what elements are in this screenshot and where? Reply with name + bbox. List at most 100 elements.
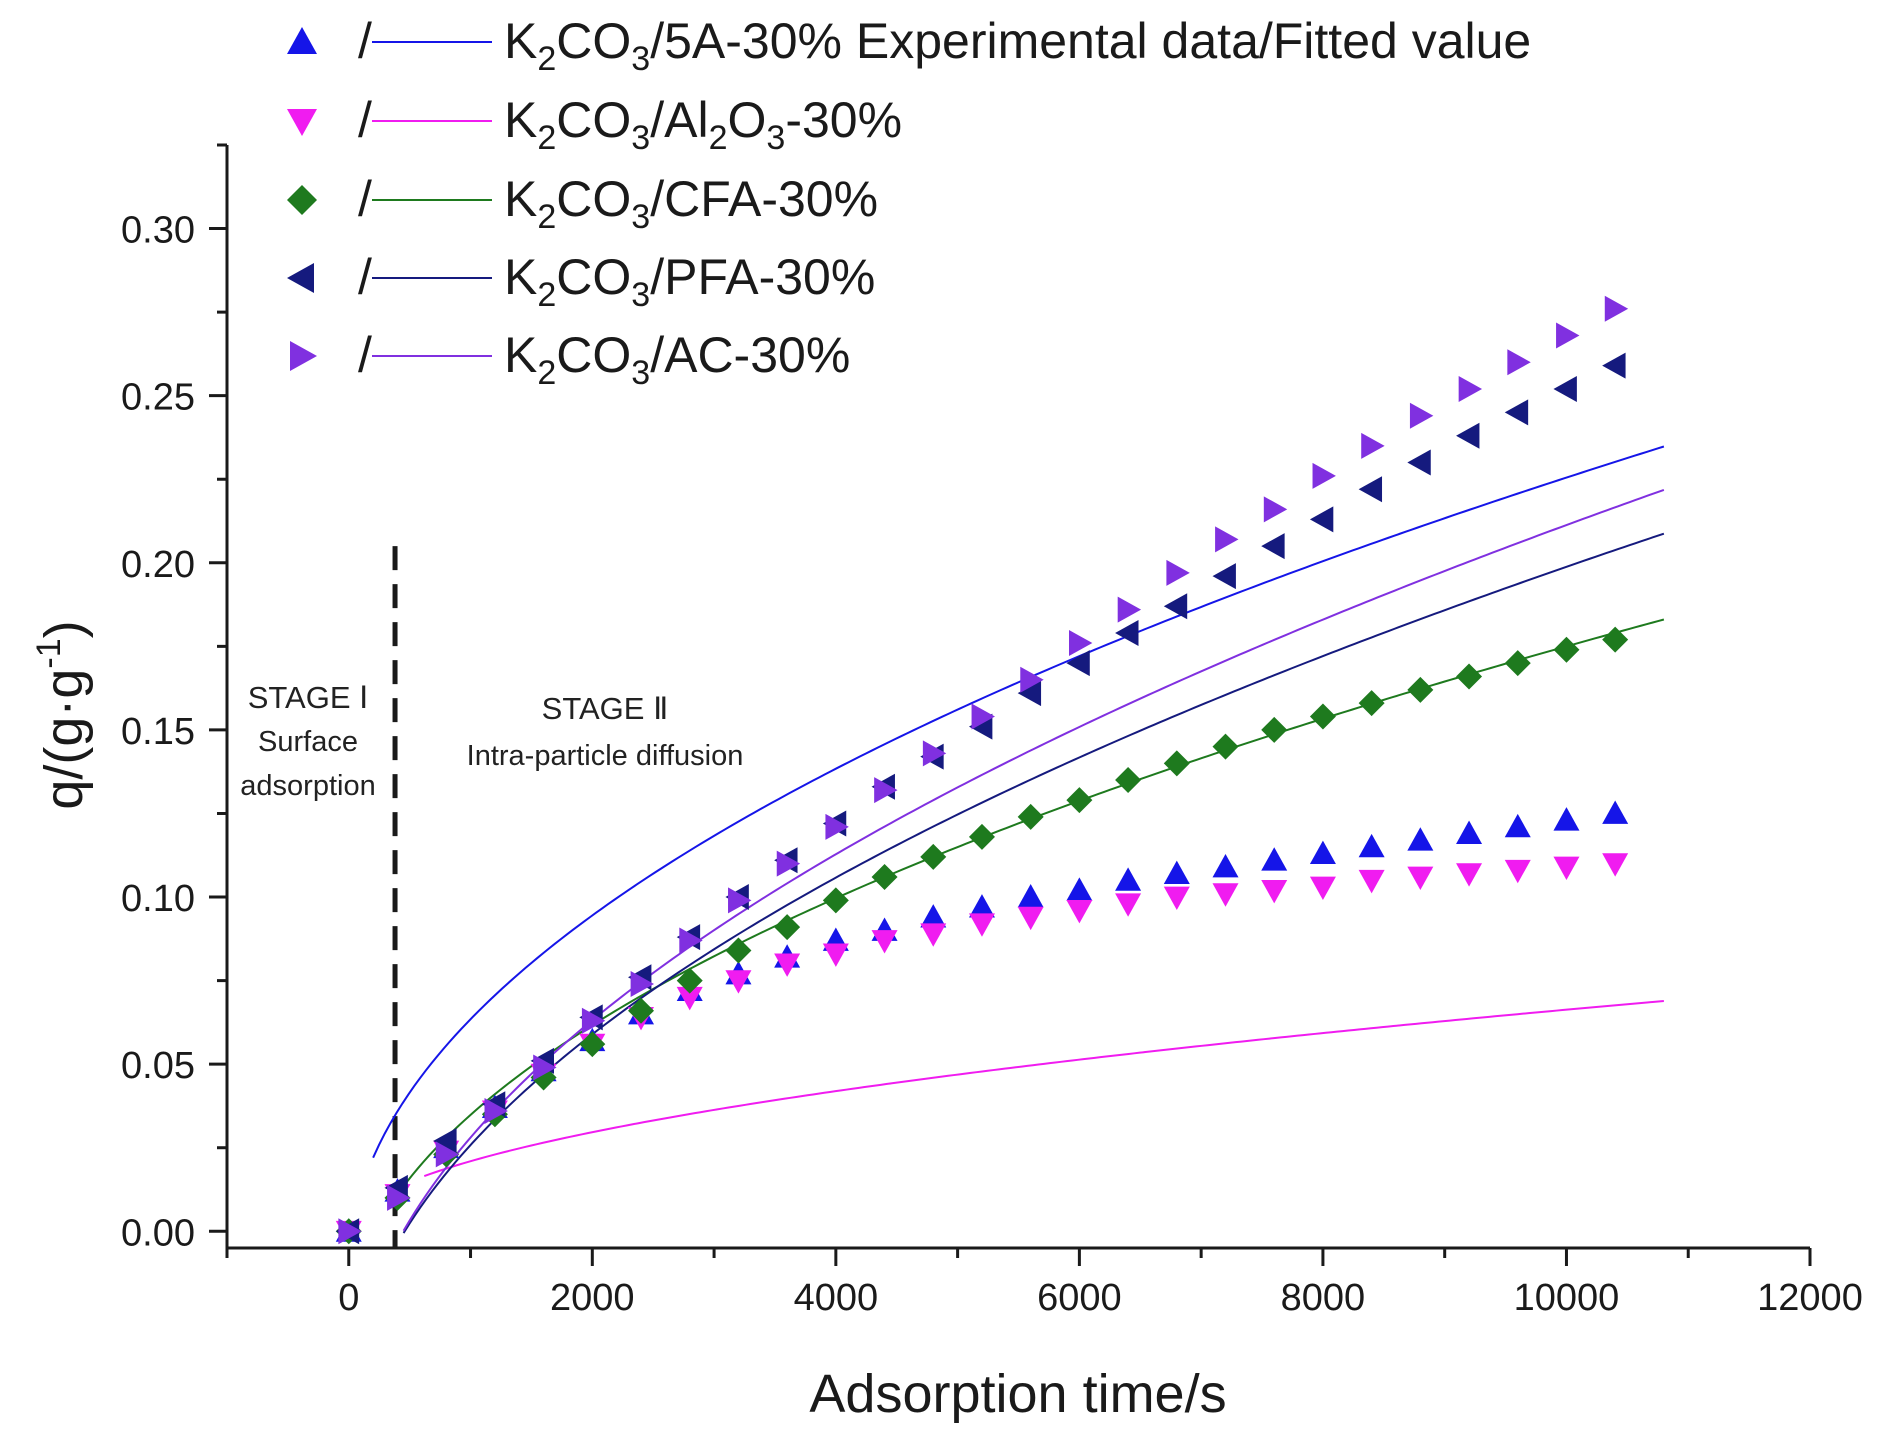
- legend-label-5a: K2CO3/5A-30% Experimental data/Fitted va…: [504, 13, 1531, 78]
- data-point-0-19: [1261, 847, 1288, 871]
- y-tick-label: 0.30: [121, 210, 195, 252]
- data-point-2-8: [725, 937, 752, 964]
- data-point-2-13: [968, 823, 995, 850]
- y-tick-label: 0.20: [121, 544, 195, 586]
- data-point-4-26: [1604, 295, 1629, 322]
- legend-separator-al2o3: /: [358, 92, 372, 148]
- data-point-4-20: [1312, 462, 1336, 489]
- y-tick-label: 0.05: [121, 1045, 195, 1087]
- data-point-3-26: [1602, 352, 1626, 379]
- data-point-0-14: [1017, 884, 1044, 908]
- data-point-2-17: [1163, 750, 1190, 777]
- y-tick-label: 0.25: [121, 377, 195, 419]
- stage2-title: STAGE Ⅱ: [542, 691, 669, 726]
- y-tick-label: 0.00: [121, 1212, 195, 1254]
- fit-curve-3: [402, 532, 1665, 1234]
- data-point-2-24: [1504, 650, 1531, 677]
- x-tick-label: 6000: [1037, 1277, 1122, 1319]
- data-point-4-7: [679, 927, 703, 954]
- data-point-0-26: [1602, 800, 1629, 824]
- x-tick-label: 4000: [794, 1277, 879, 1319]
- data-point-3-21: [1358, 476, 1383, 503]
- legend-label-cfa: K2CO3/CFA-30%: [504, 171, 878, 236]
- data-point-0-23: [1456, 820, 1483, 844]
- legend-marker-shape: [287, 27, 317, 54]
- x-axis-title: Adsorption time/s: [809, 1364, 1226, 1424]
- fit-curve-1: [423, 999, 1664, 1178]
- data-point-1-14: [1017, 906, 1044, 931]
- data-point-4-22: [1409, 402, 1434, 429]
- data-point-1-17: [1163, 886, 1190, 911]
- data-point-2-6: [628, 997, 655, 1024]
- data-point-4-9: [776, 850, 801, 877]
- data-point-4-6: [630, 970, 655, 997]
- data-point-3-24: [1504, 399, 1529, 426]
- data-point-1-23: [1456, 863, 1483, 887]
- data-point-1-7: [676, 986, 703, 1011]
- data-point-1-21: [1358, 869, 1385, 894]
- data-point-3-17: [1163, 593, 1188, 620]
- stage1-line2: adsorption: [240, 770, 375, 802]
- y-tick-label: 0.15: [121, 711, 195, 753]
- legend-marker-5a: [287, 27, 317, 54]
- legend-marker-shape: [290, 341, 317, 371]
- data-point-4-15: [1068, 630, 1093, 657]
- x-tick-label: 8000: [1281, 1277, 1366, 1319]
- fit-curve-4: [402, 488, 1665, 1232]
- data-point-1-13: [968, 913, 995, 937]
- data-point-2-23: [1456, 663, 1483, 690]
- data-point-2-10: [822, 887, 849, 914]
- data-point-2-20: [1309, 703, 1336, 730]
- x-tick-label: 10000: [1514, 1277, 1620, 1319]
- data-point-1-9: [774, 953, 801, 977]
- data-point-2-18: [1212, 733, 1239, 760]
- stage1-annotation: STAGE Ⅰ Surface adsorption: [240, 680, 375, 802]
- data-point-0-18: [1212, 853, 1239, 878]
- data-point-2-5: [579, 1031, 606, 1058]
- data-point-0-16: [1115, 867, 1142, 891]
- data-point-3-14: [1017, 680, 1042, 707]
- data-point-4-21: [1361, 432, 1385, 459]
- legend-marker-cfa: [287, 185, 317, 215]
- data-point-1-25: [1553, 856, 1580, 880]
- legend-label-ac: K2CO3/AC-30%: [504, 327, 850, 392]
- data-point-4-2: [435, 1141, 460, 1168]
- data-point-0-22: [1407, 827, 1434, 851]
- data-point-0-21: [1358, 833, 1385, 858]
- data-point-2-12: [920, 843, 947, 870]
- legend-entry-5a: / K2CO3/5A-30% Experimental data/Fitted …: [287, 13, 1531, 78]
- data-point-2-21: [1358, 690, 1385, 717]
- data-point-2-15: [1066, 787, 1093, 814]
- data-point-2-16: [1115, 767, 1142, 794]
- data-point-1-8: [725, 970, 752, 994]
- data-point-0-24: [1504, 813, 1531, 838]
- legend-marker-shape: [287, 109, 317, 136]
- data-point-2-9: [774, 914, 801, 941]
- y-tick-label: 0.10: [121, 878, 195, 920]
- data-point-3-22: [1407, 449, 1431, 476]
- fit-curve-0: [372, 445, 1665, 1159]
- data-point-4-12: [922, 740, 947, 767]
- data-point-0-17: [1163, 860, 1190, 885]
- data-point-3-18: [1212, 563, 1236, 590]
- data-point-4-24: [1507, 349, 1531, 376]
- data-point-1-11: [871, 930, 898, 954]
- data-markers: [335, 295, 1629, 1245]
- y-ticks: 0.00 0.05 0.10 0.15 0.20 0.25 0.30: [121, 143, 227, 1254]
- legend-label-pfa: K2CO3/PFA-30%: [504, 249, 875, 314]
- data-point-4-10: [825, 813, 849, 840]
- legend-marker-al2o3: [287, 109, 317, 136]
- data-point-4-14: [1020, 666, 1044, 693]
- data-point-4-17: [1166, 559, 1190, 586]
- data-point-4-4: [533, 1054, 557, 1081]
- data-point-1-15: [1066, 900, 1093, 924]
- data-point-3-15: [1066, 650, 1090, 677]
- legend-separator-ac: /: [358, 327, 372, 383]
- data-point-0-20: [1309, 840, 1336, 864]
- legend-marker-pfa: [287, 263, 314, 293]
- y-axis-title-base: q/(g·g: [34, 669, 94, 810]
- data-point-3-25: [1553, 375, 1577, 402]
- data-point-4-0: [338, 1218, 362, 1245]
- x-tick-label: 0: [338, 1277, 359, 1319]
